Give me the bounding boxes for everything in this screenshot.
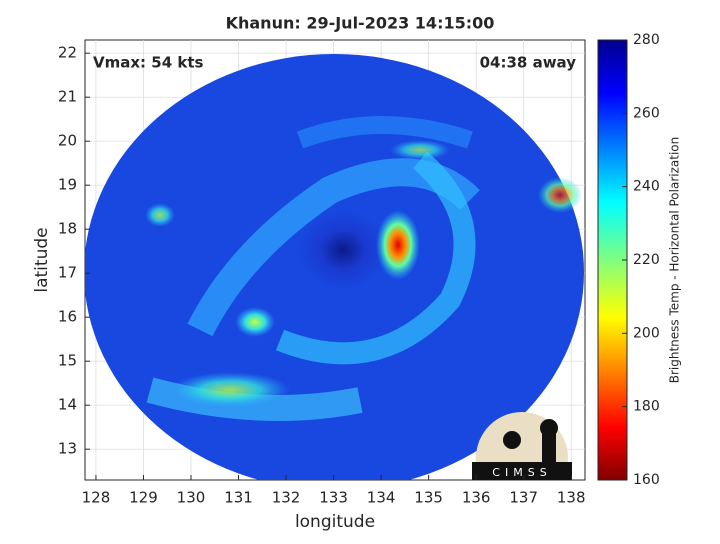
annotation: Vmax: 54 kts xyxy=(93,54,203,72)
y-tick-label: 13 xyxy=(58,440,77,458)
y-tick-label: 16 xyxy=(58,308,77,326)
y-tick-label: 17 xyxy=(58,264,77,282)
x-tick-label: 136 xyxy=(462,489,491,507)
colorbar-tick-label: 180 xyxy=(633,399,660,415)
y-tick-label: 18 xyxy=(58,220,77,238)
x-tick-label: 135 xyxy=(414,489,443,507)
x-tick-label: 129 xyxy=(129,489,158,507)
y-tick-label: 15 xyxy=(58,352,77,370)
x-tick-label: 132 xyxy=(272,489,301,507)
colorbar-tick-label: 240 xyxy=(633,179,660,195)
x-axis-label: longitude xyxy=(295,512,375,532)
x-tick-label: 131 xyxy=(224,489,253,507)
colorbar-tick-label: 160 xyxy=(633,472,660,488)
x-tick-label: 134 xyxy=(367,489,396,507)
x-tick-label: 130 xyxy=(177,489,206,507)
colorbar-label: Brightness Temp - Horizontal Polarizatio… xyxy=(668,137,682,384)
satellite-image xyxy=(85,54,584,480)
colorbar-tick-label: 280 xyxy=(633,32,660,48)
x-tick-label: 138 xyxy=(557,489,586,507)
y-tick-label: 19 xyxy=(58,176,77,194)
logo: CIMSS xyxy=(472,412,572,480)
x-tick-label: 133 xyxy=(319,489,348,507)
logo-text: CIMSS xyxy=(492,466,551,479)
annotation: 04:38 away xyxy=(480,54,577,72)
chart-title: Khanun: 29-Jul-2023 14:15:00 xyxy=(226,14,495,33)
y-axis-label: latitude xyxy=(32,227,52,292)
y-tick-label: 20 xyxy=(58,132,77,150)
y-tick-label: 21 xyxy=(58,88,77,106)
x-tick-label: 128 xyxy=(82,489,111,507)
colorbar-tick-label: 200 xyxy=(633,325,660,341)
colorbar-tick-label: 260 xyxy=(633,105,660,121)
y-tick-label: 22 xyxy=(58,44,77,62)
y-tick-label: 14 xyxy=(58,396,77,414)
x-tick-label: 137 xyxy=(509,489,538,507)
colorbar-tick-label: 220 xyxy=(633,252,660,268)
